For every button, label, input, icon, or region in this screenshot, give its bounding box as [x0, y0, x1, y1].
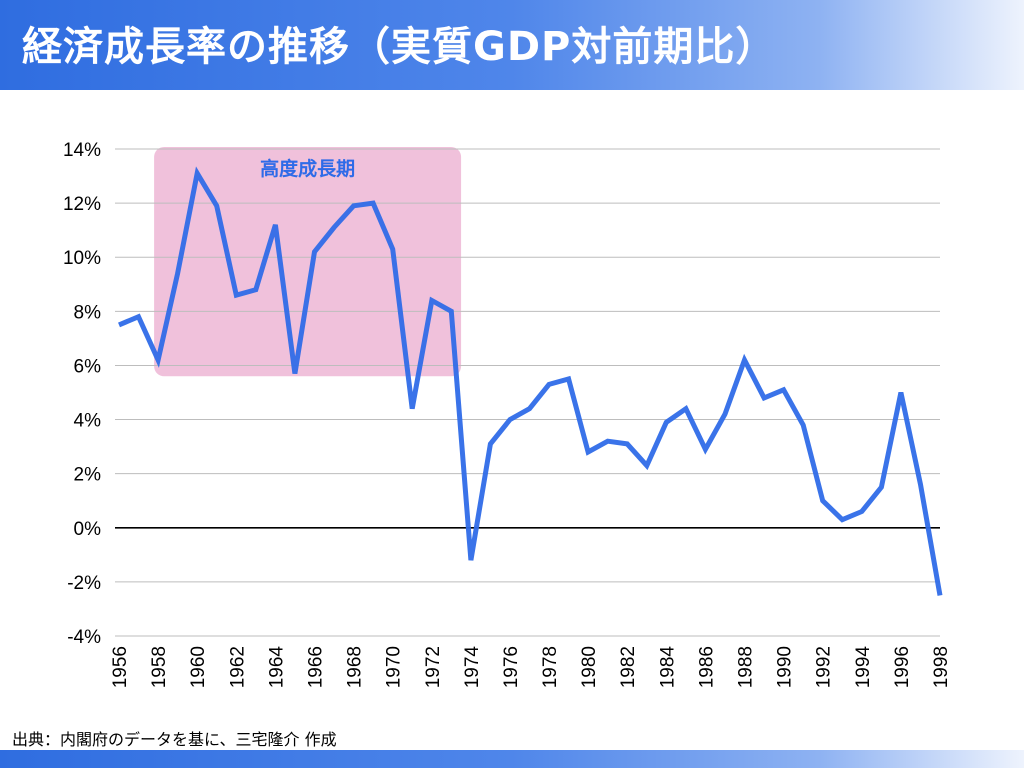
y-tick-label: 8% [74, 302, 102, 323]
x-tick-label: 1978 [540, 646, 561, 688]
data-point [175, 271, 180, 276]
page-title: 経済成長率の推移（実質GDP対前期比） [22, 24, 777, 70]
data-point [742, 358, 747, 363]
data-point [879, 485, 884, 490]
x-tick-label: 1994 [853, 646, 874, 689]
x-tick-label: 1984 [657, 646, 678, 689]
highlight-band [154, 147, 462, 377]
x-tick-label: 1976 [501, 646, 522, 688]
x-tick-label: 1970 [384, 646, 405, 688]
data-point [312, 249, 317, 254]
data-point [566, 376, 571, 381]
data-point [527, 406, 532, 411]
x-tick-label: 1964 [266, 646, 287, 689]
y-tick-label: 2% [74, 465, 102, 486]
data-point [820, 498, 825, 503]
x-tick-label: 1998 [931, 646, 952, 688]
x-tick-label: 1990 [775, 646, 796, 688]
data-point [410, 406, 415, 411]
data-point [156, 358, 161, 363]
line-chart: 14% 12% 10% 8% 6% 4% 2% 0% -2% -4% 1956 1958 1960 19… [63, 140, 952, 689]
x-tick-label: 1958 [149, 646, 170, 688]
data-point [273, 222, 278, 227]
data-point [488, 441, 493, 446]
data-point [683, 406, 688, 411]
source-note: 出典：内閣府のデータを基に、三宅隆介 作成 [12, 730, 337, 749]
data-point [664, 420, 669, 425]
data-point [332, 225, 337, 230]
data-point [840, 517, 845, 522]
data-point [722, 412, 727, 417]
y-tick-label: 12% [63, 194, 101, 215]
data-point [703, 447, 708, 452]
x-tick-label: 1960 [188, 646, 209, 688]
data-point [859, 509, 864, 514]
data-point [644, 463, 649, 468]
data-point [449, 309, 454, 314]
y-tick-label: 0% [74, 519, 102, 540]
data-point [938, 593, 943, 598]
x-tick-label: 1956 [110, 646, 131, 688]
y-tick-label: 4% [74, 411, 102, 432]
x-tick-label: 1962 [227, 646, 248, 688]
data-point [898, 390, 903, 395]
data-point [547, 382, 552, 387]
x-tick-label: 1986 [696, 646, 717, 688]
data-point [117, 322, 122, 327]
data-point [195, 171, 200, 176]
data-point [468, 558, 473, 563]
data-point [605, 439, 610, 444]
data-point [918, 482, 923, 487]
y-tick-label: 10% [63, 248, 101, 269]
y-tick-label: -2% [67, 573, 101, 594]
data-point [253, 287, 258, 292]
title-bar: 経済成長率の推移（実質GDP対前期比） [0, 0, 1024, 90]
x-tick-label: 1980 [579, 646, 600, 688]
x-tick-label: 1992 [814, 646, 835, 688]
x-tick-label: 1996 [892, 646, 913, 688]
y-tick-label: -4% [67, 627, 101, 648]
data-point [214, 203, 219, 208]
data-point [507, 417, 512, 422]
x-tick-label: 1982 [618, 646, 639, 688]
data-point [586, 450, 591, 455]
data-point [234, 293, 239, 298]
series-line [118, 166, 943, 596]
data-point [136, 314, 141, 319]
data-point [429, 298, 434, 303]
bottom-bar [0, 750, 1024, 768]
data-point [390, 247, 395, 252]
annotation-label: 高度成長期 [260, 157, 355, 180]
x-tick-label: 1974 [462, 646, 483, 689]
x-tick-label: 1972 [423, 646, 444, 688]
data-point [762, 395, 767, 400]
y-tick-label: 6% [74, 356, 102, 377]
x-tick-label: 1968 [345, 646, 366, 688]
data-point [292, 371, 297, 376]
x-tick-label: 1966 [305, 646, 326, 688]
data-point [801, 422, 806, 427]
x-tick-label: 1988 [736, 646, 757, 688]
y-tick-label: 14% [63, 140, 101, 161]
data-point [351, 203, 356, 208]
data-point [371, 201, 376, 206]
data-point [781, 387, 786, 392]
data-point [625, 441, 630, 446]
